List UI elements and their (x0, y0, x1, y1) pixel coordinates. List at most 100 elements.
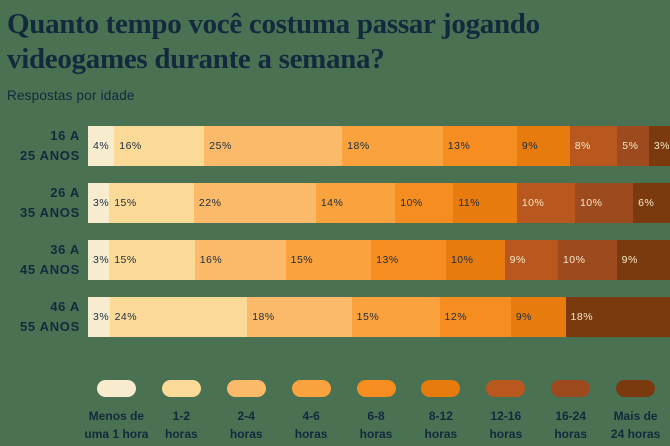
bar-row: 26 A 35 ANOS 3% 15% 22% 14% 10% 11% 10% 10% 6% (0, 182, 670, 223)
legend-label-line: 4-6 (302, 408, 320, 423)
segment-value: 9% (515, 310, 532, 323)
legend-label-line: 24 horas (610, 427, 661, 442)
segment-value: 3% (93, 253, 110, 266)
bar-segment: 11% (453, 182, 517, 223)
legend-swatch (421, 379, 461, 397)
segment-value: 10% (521, 196, 545, 209)
legend-label-line: 2-4 (237, 408, 255, 423)
age-group-label: 36 A 45 ANOS (0, 240, 88, 280)
legend-label-line: Mais de (613, 408, 658, 423)
bar-segment: 9% (504, 239, 558, 280)
segment-value: 24% (114, 310, 138, 323)
stacked-bar: 3% 15% 22% 14% 10% 11% 10% 10% 6% (88, 182, 670, 223)
bar-segment: 9% (510, 296, 566, 337)
bar-segment: 3% (88, 296, 110, 337)
age-group-label-line: 25 ANOS (19, 147, 80, 163)
bar-segment: 10% (395, 182, 454, 223)
legend-swatch (291, 379, 331, 397)
bar-segment: 15% (351, 296, 440, 337)
segment-value: 9% (521, 139, 539, 152)
segment-value: 10% (579, 196, 603, 209)
legend-label-line: Menos de (88, 408, 145, 423)
bar-segment: 6% (633, 182, 670, 223)
legend-label: 8-12 horas (425, 407, 458, 444)
segment-value: 14% (320, 196, 344, 209)
legend-swatch (551, 379, 591, 397)
chart-subtitle: Respostas por idade (7, 87, 135, 103)
segment-value: 3% (653, 139, 670, 152)
segment-value: 15% (114, 196, 137, 209)
segment-value: 4% (93, 139, 110, 152)
stacked-bar: 3% 24% 18% 15% 12% 9% 18% (88, 296, 670, 337)
legend-label: 1-2 horas (165, 407, 198, 444)
segment-value: 12% (444, 310, 468, 323)
legend-label: Mais de 24 horas (611, 407, 660, 444)
stacked-bar: 3% 15% 16% 15% 13% 10% 9% 10% 9% (88, 239, 670, 280)
age-group-label: 26 A 35 ANOS (0, 183, 88, 223)
bar-segment: 18% (247, 296, 352, 337)
bar-segment: 8% (569, 125, 618, 166)
legend-item: 12-16 horas (473, 379, 538, 444)
header: Quanto tempo você costuma passar jogando… (0, 0, 670, 103)
bar-segment: 13% (442, 125, 517, 166)
bar-rows: 16 A 25 ANOS 4% 16% 25% 18% 13% 9% 8% 5% 3% 26 A 35 … (0, 125, 670, 337)
legend-item: 2-4 horas (214, 379, 279, 444)
segment-value: 3% (93, 310, 110, 323)
bar-segment: 10% (516, 182, 575, 223)
age-group-label-line: 16 A (50, 128, 80, 144)
segment-value: 13% (376, 253, 399, 266)
legend-label-line: horas (554, 427, 588, 442)
segment-value: 15% (356, 310, 380, 323)
age-group-label-line: 46 A (50, 299, 80, 315)
legend-label-line: horas (489, 427, 523, 442)
bar-segment: 13% (371, 239, 446, 280)
legend-item: Menos de uma 1 hora (84, 379, 149, 444)
legend-label-line: uma 1 hora (84, 427, 149, 442)
age-group-label-line: 26 A (50, 185, 80, 201)
segment-value: 16% (119, 139, 142, 152)
legend-swatch (96, 379, 136, 397)
bar-segment: 25% (204, 125, 343, 166)
bar-segment: 15% (285, 239, 372, 280)
legend-item: 16-24 horas (538, 379, 603, 444)
bar-segment: 9% (616, 239, 670, 280)
legend-label-line: 12-16 (490, 408, 522, 423)
legend-item: 4-6 horas (279, 379, 344, 444)
legend-label: 16-24 horas (554, 407, 587, 444)
segment-value: 15% (290, 253, 314, 266)
bar-row: 46 A 55 ANOS 3% 24% 18% 15% 12% 9% 18% (0, 296, 670, 337)
bar-segment: 5% (617, 125, 649, 166)
age-group-label: 46 A 55 ANOS (0, 297, 88, 337)
age-group-label: 16 A 25 ANOS (0, 126, 88, 166)
legend-label: 2-4 horas (230, 407, 263, 444)
segment-value: 6% (638, 196, 655, 209)
segment-value: 8% (574, 139, 591, 152)
bar-segment: 10% (557, 239, 617, 280)
legend-swatch (486, 379, 526, 397)
bar-segment: 10% (574, 182, 634, 223)
bar-segment: 14% (315, 182, 396, 223)
legend-swatch (161, 379, 201, 397)
stacked-bar-chart: 16 A 25 ANOS 4% 16% 25% 18% 13% 9% 8% 5% 3% 26 A 35 … (0, 125, 670, 444)
age-group-label-line: 36 A (50, 242, 80, 258)
legend-item: 8-12 horas (408, 379, 473, 444)
bar-segment: 16% (114, 125, 205, 166)
segment-value: 5% (622, 139, 639, 152)
bar-segment: 10% (445, 239, 505, 280)
legend-label-line: 6-8 (367, 408, 385, 423)
legend: Menos de uma 1 hora 1-2 horas 2-4 horas 4-6 hor… (84, 379, 668, 444)
legend-label: 12-16 horas (489, 407, 522, 444)
bar-segment: 24% (109, 296, 248, 337)
legend-label-line: horas (164, 427, 198, 442)
bar-segment: 15% (109, 239, 195, 280)
segment-value: 10% (400, 196, 423, 209)
bar-segment: 18% (565, 296, 670, 337)
legend-swatch (226, 379, 266, 397)
legend-item: 6-8 horas (344, 379, 409, 444)
segment-value: 16% (199, 253, 223, 266)
legend-item: Mais de 24 horas (603, 379, 668, 444)
bar-segment: 3% (88, 182, 110, 223)
bar-segment: 15% (109, 182, 194, 223)
bar-segment: 4% (88, 125, 115, 166)
segment-value: 10% (450, 253, 474, 266)
